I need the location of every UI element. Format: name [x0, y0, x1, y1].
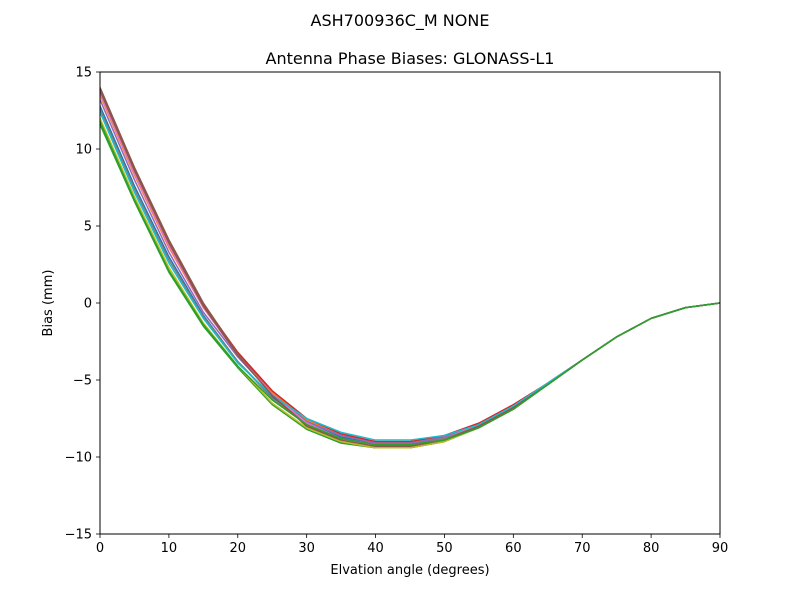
series-line-12 [99, 120, 721, 446]
y-tick-label: −5 [73, 374, 92, 389]
x-tick-label: 90 [712, 541, 729, 556]
x-tick-label: 80 [643, 541, 660, 556]
x-tick-label: 30 [298, 541, 315, 556]
y-axis: −15 −10 −5 0 5 10 15 [65, 66, 100, 543]
x-tick-label: 60 [505, 541, 522, 556]
x-tick-label: 10 [161, 541, 178, 556]
y-tick-label: 15 [75, 66, 92, 81]
plot-area [99, 71, 721, 535]
y-tick-label: −10 [65, 451, 92, 466]
y-tick-label: 10 [75, 143, 92, 158]
x-axis: 0 10 20 30 40 50 60 70 80 90 [96, 534, 728, 556]
y-tick-label: 0 [84, 297, 92, 312]
x-tick-label: 70 [574, 541, 591, 556]
x-tick-label: 20 [230, 541, 247, 556]
y-axis-label: Bias (mm) [41, 270, 56, 337]
x-axis-label: Elvation angle (degrees) [330, 563, 489, 578]
y-tick-label: −15 [65, 528, 92, 543]
x-tick-label: 40 [367, 541, 384, 556]
series-layer [99, 87, 721, 449]
chart-title: Antenna Phase Biases: GLONASS-L1 [266, 49, 555, 68]
figure-suptitle: ASH700936C_M NONE [311, 11, 490, 31]
x-tick-label: 50 [436, 541, 453, 556]
y-tick-label: 5 [84, 220, 92, 235]
x-tick-label: 0 [96, 541, 104, 556]
